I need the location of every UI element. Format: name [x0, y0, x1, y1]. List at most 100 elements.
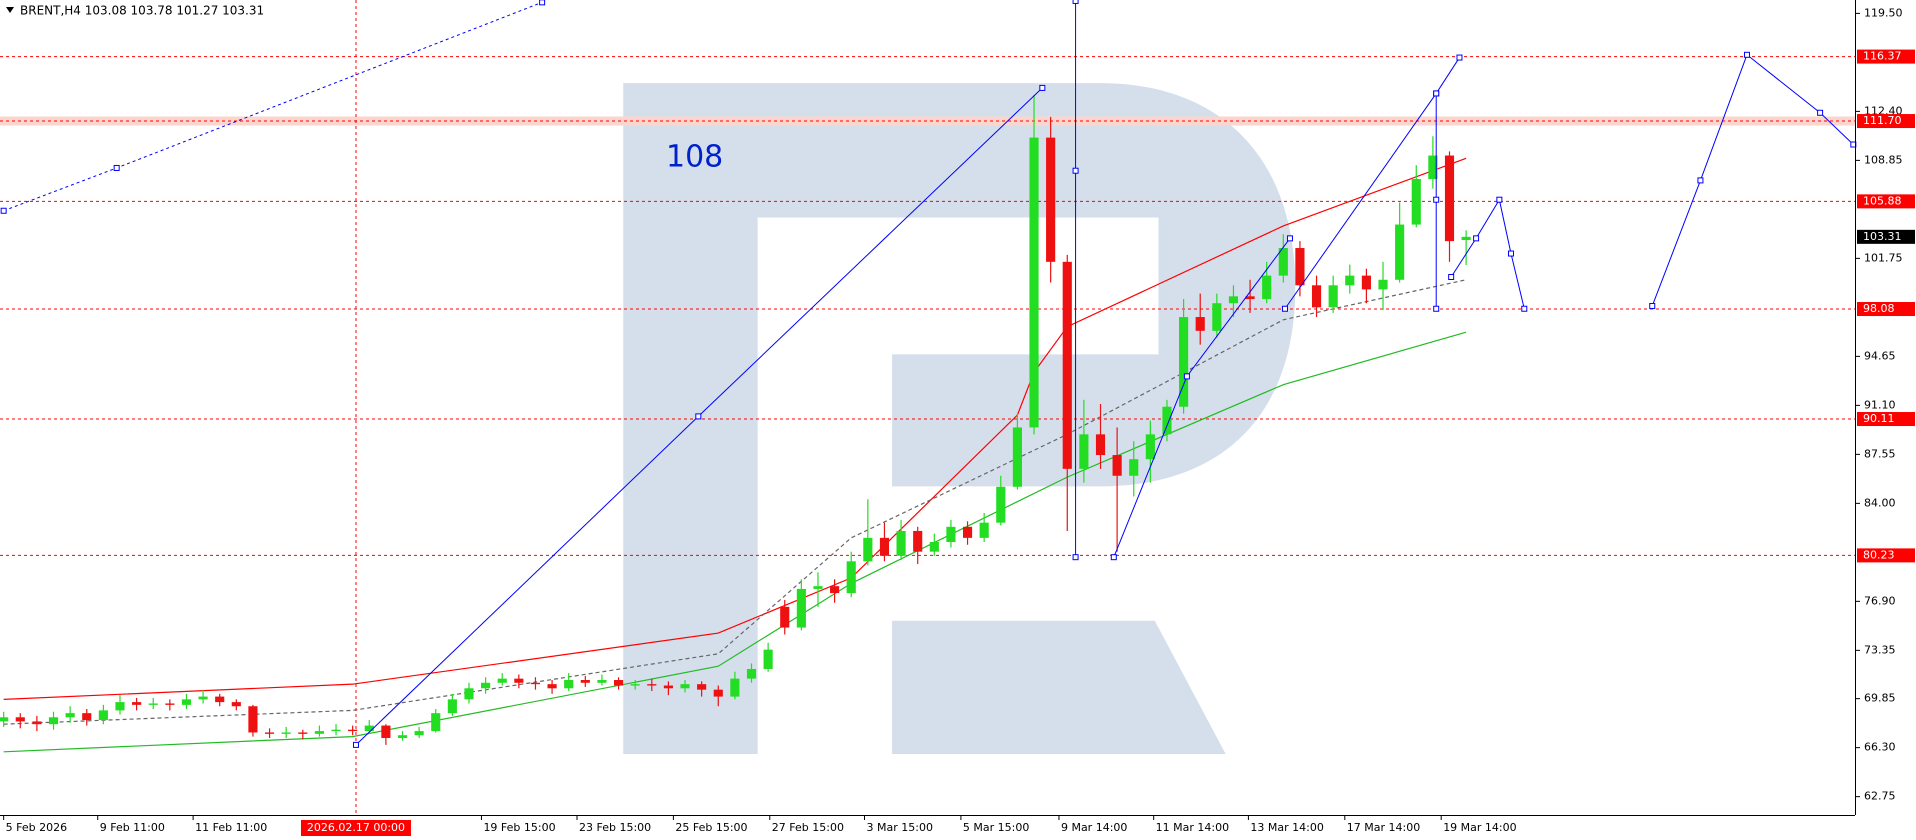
analysis-point	[1433, 305, 1440, 312]
candle-body	[547, 684, 557, 689]
analysis-point	[1039, 84, 1046, 91]
chart-title: BRENT,H4 103.08 103.78 101.27 103.31	[20, 4, 264, 18]
candle-body	[148, 703, 158, 705]
y-tick-label: 91.10	[1864, 398, 1896, 411]
candle-body	[1046, 137, 1056, 262]
candle-body	[1345, 275, 1355, 286]
candle-body	[846, 561, 856, 594]
analysis-point	[1473, 235, 1480, 242]
analysis-point	[113, 164, 120, 171]
candle-body	[198, 696, 208, 700]
candle-body	[813, 586, 823, 589]
candle-body	[713, 689, 723, 697]
analysis-point	[1817, 109, 1824, 116]
candle-body	[331, 729, 341, 732]
candle-body	[530, 682, 541, 685]
x-tick-label: 23 Feb 15:00	[579, 821, 651, 834]
candle-body	[1012, 427, 1022, 487]
candle-body	[497, 678, 507, 683]
x-tick-label: 5 Feb 2026	[6, 821, 67, 834]
x-tick-label: 3 Mar 15:00	[867, 821, 933, 834]
x-tick-label: 19 Feb 15:00	[483, 821, 555, 834]
y-tick-label: 119.50	[1864, 6, 1903, 19]
analysis-point	[1433, 90, 1440, 97]
candle-body	[431, 713, 441, 732]
candle-body	[979, 522, 989, 538]
candle-body	[314, 731, 324, 734]
level-label-box	[1857, 114, 1915, 129]
analysis-point	[1456, 54, 1463, 61]
y-tick-label: 66.30	[1864, 741, 1896, 754]
y-tick-label: 84.00	[1864, 496, 1896, 509]
analysis-point	[352, 741, 359, 748]
level-label: 90.11	[1863, 412, 1895, 425]
analysis-point	[0, 207, 7, 214]
level-label-box	[1857, 49, 1915, 64]
vline-label: 2026.02.17 00:00	[307, 821, 405, 834]
candle-body	[1361, 275, 1371, 290]
candle-body	[929, 541, 939, 552]
analysis-point	[695, 413, 702, 420]
candle-body	[248, 706, 258, 733]
candle-body	[1278, 248, 1288, 276]
x-tick-label: 11 Mar 14:00	[1156, 821, 1229, 834]
candle-body	[281, 732, 291, 734]
candle-body	[1095, 434, 1106, 456]
candle-body	[514, 678, 524, 683]
analysis-point	[1281, 305, 1288, 312]
x-tick-label: 9 Feb 11:00	[100, 821, 165, 834]
candle-body	[1162, 406, 1172, 435]
analysis-point	[1072, 554, 1079, 561]
y-tick-label: 108.85	[1864, 153, 1903, 166]
candle-body	[231, 702, 241, 707]
candle-body	[730, 678, 740, 697]
x-tick-label: 9 Mar 14:00	[1061, 821, 1127, 834]
candle-body	[746, 668, 757, 679]
candle-body	[15, 717, 25, 722]
level-label-box	[1857, 548, 1915, 563]
candle-body	[863, 537, 873, 562]
candle-body	[1245, 296, 1255, 300]
annotation: 108	[666, 140, 723, 175]
x-tick-label: 11 Feb 11:00	[195, 821, 267, 834]
candle-body	[830, 586, 840, 594]
y-tick-label: 94.65	[1864, 349, 1896, 362]
candle-body	[680, 684, 690, 689]
level-label: 105.88	[1863, 194, 1902, 207]
analysis-point	[1433, 196, 1440, 203]
candle-body	[647, 684, 657, 686]
candle-body	[82, 713, 92, 721]
candle-body	[1262, 275, 1272, 300]
candle-body	[1378, 279, 1388, 290]
candle-body	[1112, 455, 1122, 476]
candle-body	[1444, 155, 1455, 242]
candle-body	[397, 735, 408, 738]
level-label-box	[1857, 412, 1915, 427]
candle-body	[597, 680, 607, 683]
candle-body	[946, 526, 956, 542]
candle-body	[962, 526, 973, 538]
y-tick-label: 87.55	[1864, 447, 1896, 460]
level-label: 116.37	[1863, 50, 1902, 63]
analysis-point	[1110, 554, 1117, 561]
last-price-label: 103.31	[1863, 230, 1902, 243]
y-tick-label: 101.75	[1864, 251, 1903, 264]
candle-body	[414, 731, 424, 736]
title-arrow	[6, 7, 14, 13]
candle-body	[348, 729, 358, 732]
x-tick-label: 5 Mar 15:00	[963, 821, 1029, 834]
candle-body	[1395, 224, 1405, 280]
candle-body	[298, 732, 308, 734]
analysis-point	[1507, 250, 1514, 257]
candle-body	[264, 732, 275, 734]
last-price-box	[1857, 229, 1915, 244]
analysis-point	[1286, 235, 1293, 242]
indicator-line	[3, 279, 1467, 725]
candle-body	[132, 702, 142, 705]
candle-body	[181, 699, 192, 705]
candle-body	[1179, 317, 1189, 407]
x-tick-label: 17 Mar 14:00	[1347, 821, 1420, 834]
analysis-point	[1697, 177, 1704, 184]
candle-body	[381, 725, 391, 738]
